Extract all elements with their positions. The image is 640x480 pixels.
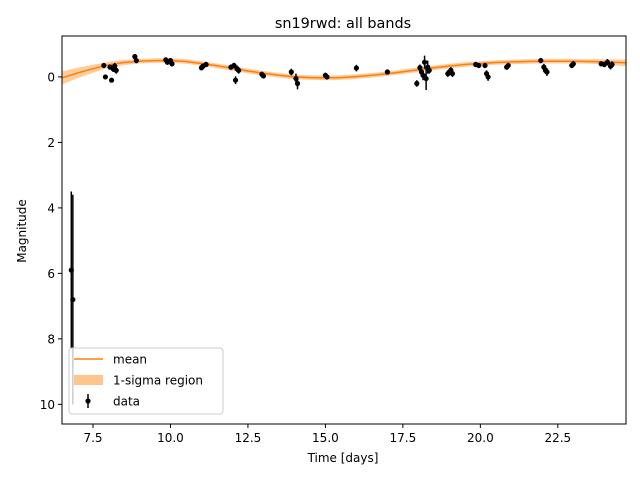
chart-title: sn19rwd: all bands bbox=[275, 16, 411, 32]
data-point bbox=[203, 61, 209, 68]
axes: 7.5 10.0 12.5 15.0 17.5 20.0 22.5 0 2 4 6 8 10 bbox=[40, 35, 627, 445]
data-point bbox=[538, 57, 544, 64]
data-point bbox=[570, 61, 576, 67]
data-point bbox=[384, 69, 390, 75]
x-tick-label: 7.5 bbox=[83, 431, 102, 445]
y-tick-label: 6 bbox=[47, 267, 55, 281]
data-point bbox=[294, 80, 301, 87]
data-point bbox=[604, 59, 611, 65]
x-tick-label: 20.0 bbox=[467, 431, 494, 445]
data-point bbox=[70, 296, 76, 303]
data-point bbox=[485, 74, 491, 80]
data-point bbox=[414, 80, 420, 87]
data-point bbox=[421, 59, 428, 65]
data-point bbox=[232, 77, 239, 83]
data-point bbox=[426, 67, 432, 73]
x-tick-label: 10.0 bbox=[157, 431, 184, 445]
data-point bbox=[113, 67, 119, 73]
data-point bbox=[108, 77, 115, 83]
data-point bbox=[169, 61, 175, 67]
y-tick-label: 2 bbox=[47, 136, 55, 150]
data-point bbox=[609, 61, 615, 68]
x-tick-label: 17.5 bbox=[390, 431, 417, 445]
y-tick-label: 8 bbox=[47, 332, 55, 346]
data-point bbox=[420, 72, 426, 78]
data-point bbox=[133, 57, 139, 64]
plot-clipped-group bbox=[62, 54, 626, 405]
data-point bbox=[288, 69, 294, 75]
data-point bbox=[231, 62, 237, 69]
plot-area bbox=[62, 54, 626, 405]
data-point bbox=[353, 65, 359, 71]
data-point bbox=[132, 54, 138, 60]
data-point bbox=[482, 62, 488, 69]
legend: mean 1-sigma region data bbox=[68, 347, 224, 415]
data-point bbox=[260, 73, 267, 79]
data-point bbox=[324, 74, 330, 80]
data-point bbox=[102, 74, 108, 80]
legend-label: mean bbox=[113, 353, 147, 367]
x-tick-label: 15.0 bbox=[312, 431, 339, 445]
data-point bbox=[101, 62, 107, 69]
data-point bbox=[423, 75, 429, 82]
x-axis-label: Time [days] bbox=[307, 451, 379, 465]
data-point bbox=[449, 71, 456, 77]
data-point bbox=[476, 62, 482, 69]
legend-box bbox=[68, 347, 224, 415]
y-axis-label: Magnitude bbox=[15, 199, 29, 263]
x-tick-label: 12.5 bbox=[235, 431, 262, 445]
data-point bbox=[544, 69, 550, 75]
x-tick-label: 22.5 bbox=[544, 431, 571, 445]
legend-label: 1-sigma region bbox=[113, 374, 203, 388]
y-tick-label: 0 bbox=[47, 70, 55, 84]
mean-line bbox=[62, 59, 626, 79]
y-tick-label: 10 bbox=[40, 398, 55, 412]
axes-frame bbox=[61, 35, 627, 425]
y-tick-label: 4 bbox=[47, 201, 55, 215]
legend-data-marker bbox=[85, 398, 91, 404]
data-point bbox=[236, 67, 242, 73]
legend-band-swatch bbox=[74, 375, 103, 385]
data-point bbox=[505, 62, 511, 69]
legend-label: data bbox=[113, 395, 140, 409]
